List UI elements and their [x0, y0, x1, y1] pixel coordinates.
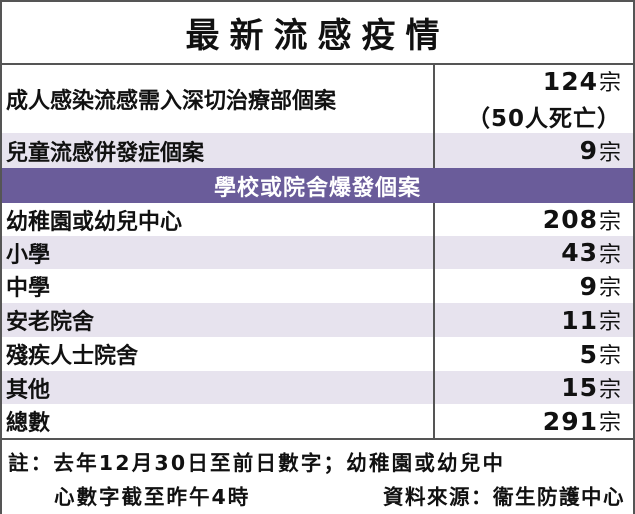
adult-icu-value: 124 宗 （50人死亡）: [435, 65, 633, 133]
row-label: 安老院舍: [2, 303, 435, 337]
row-value: 15 宗: [435, 371, 633, 404]
row-unit: 宗: [598, 209, 621, 235]
table-notes: 註：去年12月30日至前日數字；幼稚園或幼兒中 心數字截至昨午4時 資料來源：衞…: [2, 438, 633, 514]
row-label: 總數: [2, 404, 435, 438]
row-unit: 宗: [598, 411, 621, 436]
child-complication-unit: 宗: [598, 140, 621, 166]
table-row-total: 總數 291 宗: [2, 404, 633, 438]
table-row: 小學 43 宗: [2, 236, 633, 269]
outbreak-section-header: 學校或院舍爆發個案: [2, 168, 633, 203]
row-value: 43 宗: [435, 236, 633, 269]
row-unit: 宗: [598, 242, 621, 268]
row-label: 幼稚園或幼兒中心: [2, 203, 435, 236]
child-complication-label: 兒童流感併發症個案: [2, 133, 435, 168]
adult-icu-unit: 宗: [598, 71, 621, 96]
row-value: 11 宗: [435, 303, 633, 337]
adult-deaths-note: （50人死亡）: [466, 106, 621, 132]
note-line-1: 註：去年12月30日至前日數字；幼稚園或幼兒中: [8, 451, 506, 475]
row-unit: 宗: [598, 344, 621, 369]
row-number: 5: [579, 339, 598, 369]
row-label: 小學: [2, 236, 435, 269]
row-label: 其他: [2, 371, 435, 404]
row-unit: 宗: [598, 276, 621, 301]
child-complication-number: 9: [579, 136, 598, 165]
row-number: 291: [542, 406, 598, 436]
row-number: 9: [579, 271, 598, 301]
row-number: 11: [561, 305, 598, 335]
table-row: 安老院舍 11 宗: [2, 303, 633, 337]
adult-icu-row: 成人感染流感需入深切治療部個案 124 宗 （50人死亡）: [2, 65, 633, 133]
row-number: 43: [561, 238, 598, 267]
data-source: 資料來源：衞生防護中心: [383, 485, 625, 509]
adult-icu-label: 成人感染流感需入深切治療部個案: [2, 65, 435, 133]
row-value: 291 宗: [435, 404, 633, 438]
adult-icu-number: 124: [542, 67, 598, 96]
row-label: 殘疾人士院舍: [2, 337, 435, 371]
row-unit: 宗: [598, 310, 621, 335]
row-number: 15: [561, 373, 598, 402]
note-line-2: 心數字截至昨午4時: [54, 485, 251, 509]
table-row: 幼稚園或幼兒中心 208 宗: [2, 203, 633, 236]
table-title: 最新流感疫情: [2, 2, 633, 65]
row-value: 208 宗: [435, 203, 633, 236]
table-row: 其他 15 宗: [2, 371, 633, 404]
row-unit: 宗: [598, 377, 621, 403]
row-label: 中學: [2, 269, 435, 303]
row-number: 208: [542, 205, 598, 234]
